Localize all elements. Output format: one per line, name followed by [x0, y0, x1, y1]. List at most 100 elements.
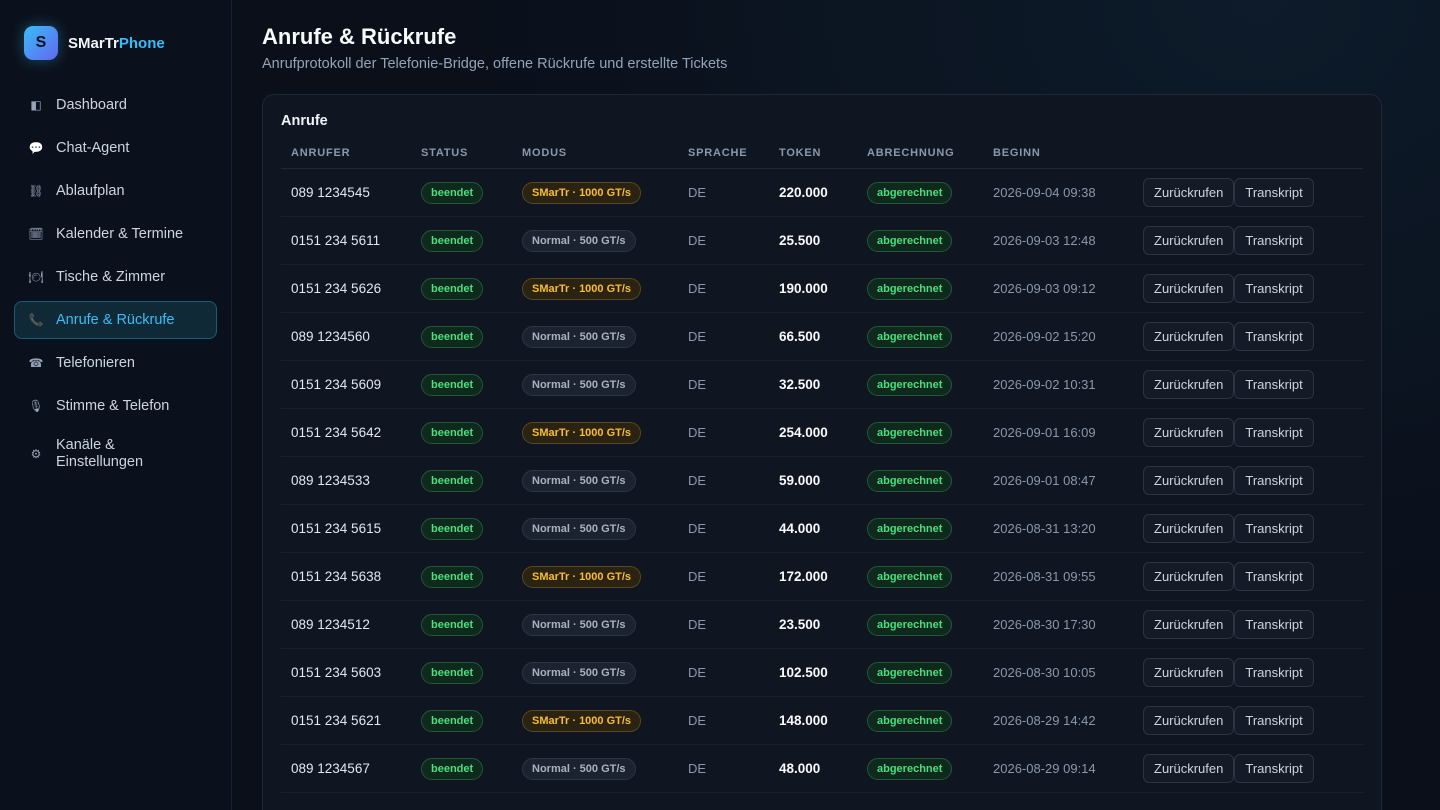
actions-cell: Zurückrufen Transkript [1133, 744, 1363, 793]
mode-cell: SMarTr · 1000 GT/s [512, 696, 678, 745]
page-subtitle: Anrufprotokoll der Telefonie-Bridge, off… [262, 56, 728, 72]
mode-cell: Normal · 500 GT/s [512, 504, 678, 553]
status-badge: beendet [421, 565, 484, 588]
tokens-cell: 66.500 [769, 312, 857, 361]
tokens-cell: 148.000 [769, 696, 857, 745]
callback-button[interactable]: Zurückrufen [1143, 418, 1235, 447]
transcript-button[interactable]: Transkript [1234, 322, 1314, 351]
sidebar-item-dashboard[interactable]: ◧ Dashboard [14, 86, 217, 124]
callback-button[interactable]: Zurückrufen [1143, 754, 1235, 783]
transcript-button[interactable]: Transkript [1234, 754, 1314, 783]
mode-cell: Normal · 500 GT/s [512, 456, 678, 505]
column-header-anrufer: ANRUFER [281, 147, 411, 169]
column-header-actions [1133, 147, 1363, 169]
callback-button[interactable]: Zurückrufen [1143, 322, 1235, 351]
callback-button[interactable]: Zurückrufen [1143, 466, 1235, 495]
mode-cell: Normal · 500 GT/s [512, 360, 678, 409]
brand[interactable]: S SMarTrPhone [14, 26, 217, 60]
start-time-cell: 2026-08-31 09:55 [983, 552, 1133, 601]
billing-cell: abgerechnet [857, 360, 983, 409]
table-row: 0151 234 5642 beendet SMarTr · 1000 GT/s DE… [281, 408, 1363, 457]
status-badge: beendet [421, 661, 484, 684]
telephone-icon: ☎ [28, 356, 44, 370]
callback-button[interactable]: Zurückrufen [1143, 370, 1235, 399]
language-cell: DE [678, 552, 769, 601]
column-header-token: TOKEN [769, 147, 857, 169]
billing-badge: abgerechnet [867, 181, 953, 204]
billing-cell: abgerechnet [857, 312, 983, 361]
billing-badge: abgerechnet [867, 613, 953, 636]
transcript-button[interactable]: Transkript [1234, 370, 1314, 399]
billing-cell: abgerechnet [857, 552, 983, 601]
mode-cell: Normal · 500 GT/s [512, 216, 678, 265]
billing-cell: abgerechnet [857, 696, 983, 745]
callback-button[interactable]: Zurückrufen [1143, 562, 1235, 591]
billing-badge: abgerechnet [867, 565, 953, 588]
sidebar-item-kalender-termine[interactable]: 🗓 Kalender & Termine [14, 215, 217, 253]
sidebar-item-kanaele-einstellungen[interactable]: ⚙ Kanäle & Einstellungen [14, 430, 217, 478]
transcript-button[interactable]: Transkript [1234, 610, 1314, 639]
sidebar-item-stimme-telefon[interactable]: 🎙 Stimme & Telefon [14, 387, 217, 425]
calendar-icon: 🗓 [28, 227, 44, 241]
caller-cell: 0151 234 5626 [281, 264, 411, 313]
microphone-icon: 🎙 [28, 399, 44, 413]
calls-card: Anrufe ANRUFER STATUS MODUS SPRACHE TOKEN ABR… [262, 94, 1382, 810]
billing-badge: abgerechnet [867, 421, 953, 444]
sidebar-item-ablaufplan[interactable]: ⛓ Ablaufplan [14, 172, 217, 210]
transcript-button[interactable]: Transkript [1234, 418, 1314, 447]
status-cell: beendet [411, 600, 512, 649]
status-cell: beendet [411, 696, 512, 745]
callback-button[interactable]: Zurückrufen [1143, 706, 1235, 735]
column-header-status: STATUS [411, 147, 512, 169]
actions-cell: Zurückrufen Transkript [1133, 456, 1363, 505]
caller-cell: 0151 234 5638 [281, 552, 411, 601]
transcript-button[interactable]: Transkript [1234, 658, 1314, 687]
table-row: 089 1234533 beendet Normal · 500 GT/s DE 59.… [281, 456, 1363, 505]
callback-button[interactable]: Zurückrufen [1143, 610, 1235, 639]
transcript-button[interactable]: Transkript [1234, 562, 1314, 591]
gear-icon: ⚙ [30, 446, 42, 461]
transcript-button[interactable]: Transkript [1234, 514, 1314, 543]
billing-cell: abgerechnet [857, 408, 983, 457]
sidebar-item-label: Anrufe & Rückrufe [56, 312, 175, 328]
callback-button[interactable]: Zurückrufen [1143, 226, 1235, 255]
sidebar-item-telefonieren[interactable]: ☎ Telefonieren [14, 344, 217, 382]
start-time-cell: 2026-09-01 08:47 [983, 456, 1133, 505]
actions-cell: Zurückrufen Transkript [1133, 264, 1363, 313]
table-row: 0151 234 5626 beendet SMarTr · 1000 GT/s DE… [281, 264, 1363, 313]
sidebar-item-tische-zimmer[interactable]: 🍽 Tische & Zimmer [14, 258, 217, 296]
table-header-row: ANRUFER STATUS MODUS SPRACHE TOKEN ABRECHNUNG… [281, 147, 1363, 169]
billing-cell: abgerechnet [857, 744, 983, 793]
status-cell: beendet [411, 264, 512, 313]
language-cell: DE [678, 168, 769, 217]
callback-button[interactable]: Zurückrufen [1143, 274, 1235, 303]
status-cell: beendet [411, 504, 512, 553]
transcript-button[interactable]: Transkript [1234, 226, 1314, 255]
language-cell: DE [678, 360, 769, 409]
sidebar-item-label: Tische & Zimmer [56, 269, 166, 285]
transcript-button[interactable]: Transkript [1234, 274, 1314, 303]
start-time-cell: 2026-09-04 09:38 [983, 168, 1133, 217]
transcript-button[interactable]: Transkript [1234, 178, 1314, 207]
mode-cell: SMarTr · 1000 GT/s [512, 552, 678, 601]
language-cell: DE [678, 312, 769, 361]
table-row: 089 1234512 beendet Normal · 500 GT/s DE 23.… [281, 600, 1363, 649]
tokens-cell: 220.000 [769, 168, 857, 217]
table-row: 089 1234560 beendet Normal · 500 GT/s DE 66.… [281, 312, 1363, 361]
callback-button[interactable]: Zurückrufen [1143, 178, 1235, 207]
status-cell: beendet [411, 408, 512, 457]
callback-button[interactable]: Zurückrufen [1143, 514, 1235, 543]
tokens-cell: 44.000 [769, 504, 857, 553]
status-cell: beendet [411, 744, 512, 793]
start-time-cell: 2026-08-31 13:20 [983, 504, 1133, 553]
sidebar-item-anrufe-rueckrufe[interactable]: 📞 Anrufe & Rückrufe [14, 301, 217, 339]
billing-cell: abgerechnet [857, 168, 983, 217]
transcript-button[interactable]: Transkript [1234, 706, 1314, 735]
tokens-cell: 48.000 [769, 744, 857, 793]
transcript-button[interactable]: Transkript [1234, 466, 1314, 495]
brand-logo: S [24, 26, 58, 60]
mode-cell: SMarTr · 1000 GT/s [512, 264, 678, 313]
status-badge: beendet [421, 229, 484, 252]
callback-button[interactable]: Zurückrufen [1143, 658, 1235, 687]
sidebar-item-chat-agent[interactable]: 💬 Chat-Agent [14, 129, 217, 167]
